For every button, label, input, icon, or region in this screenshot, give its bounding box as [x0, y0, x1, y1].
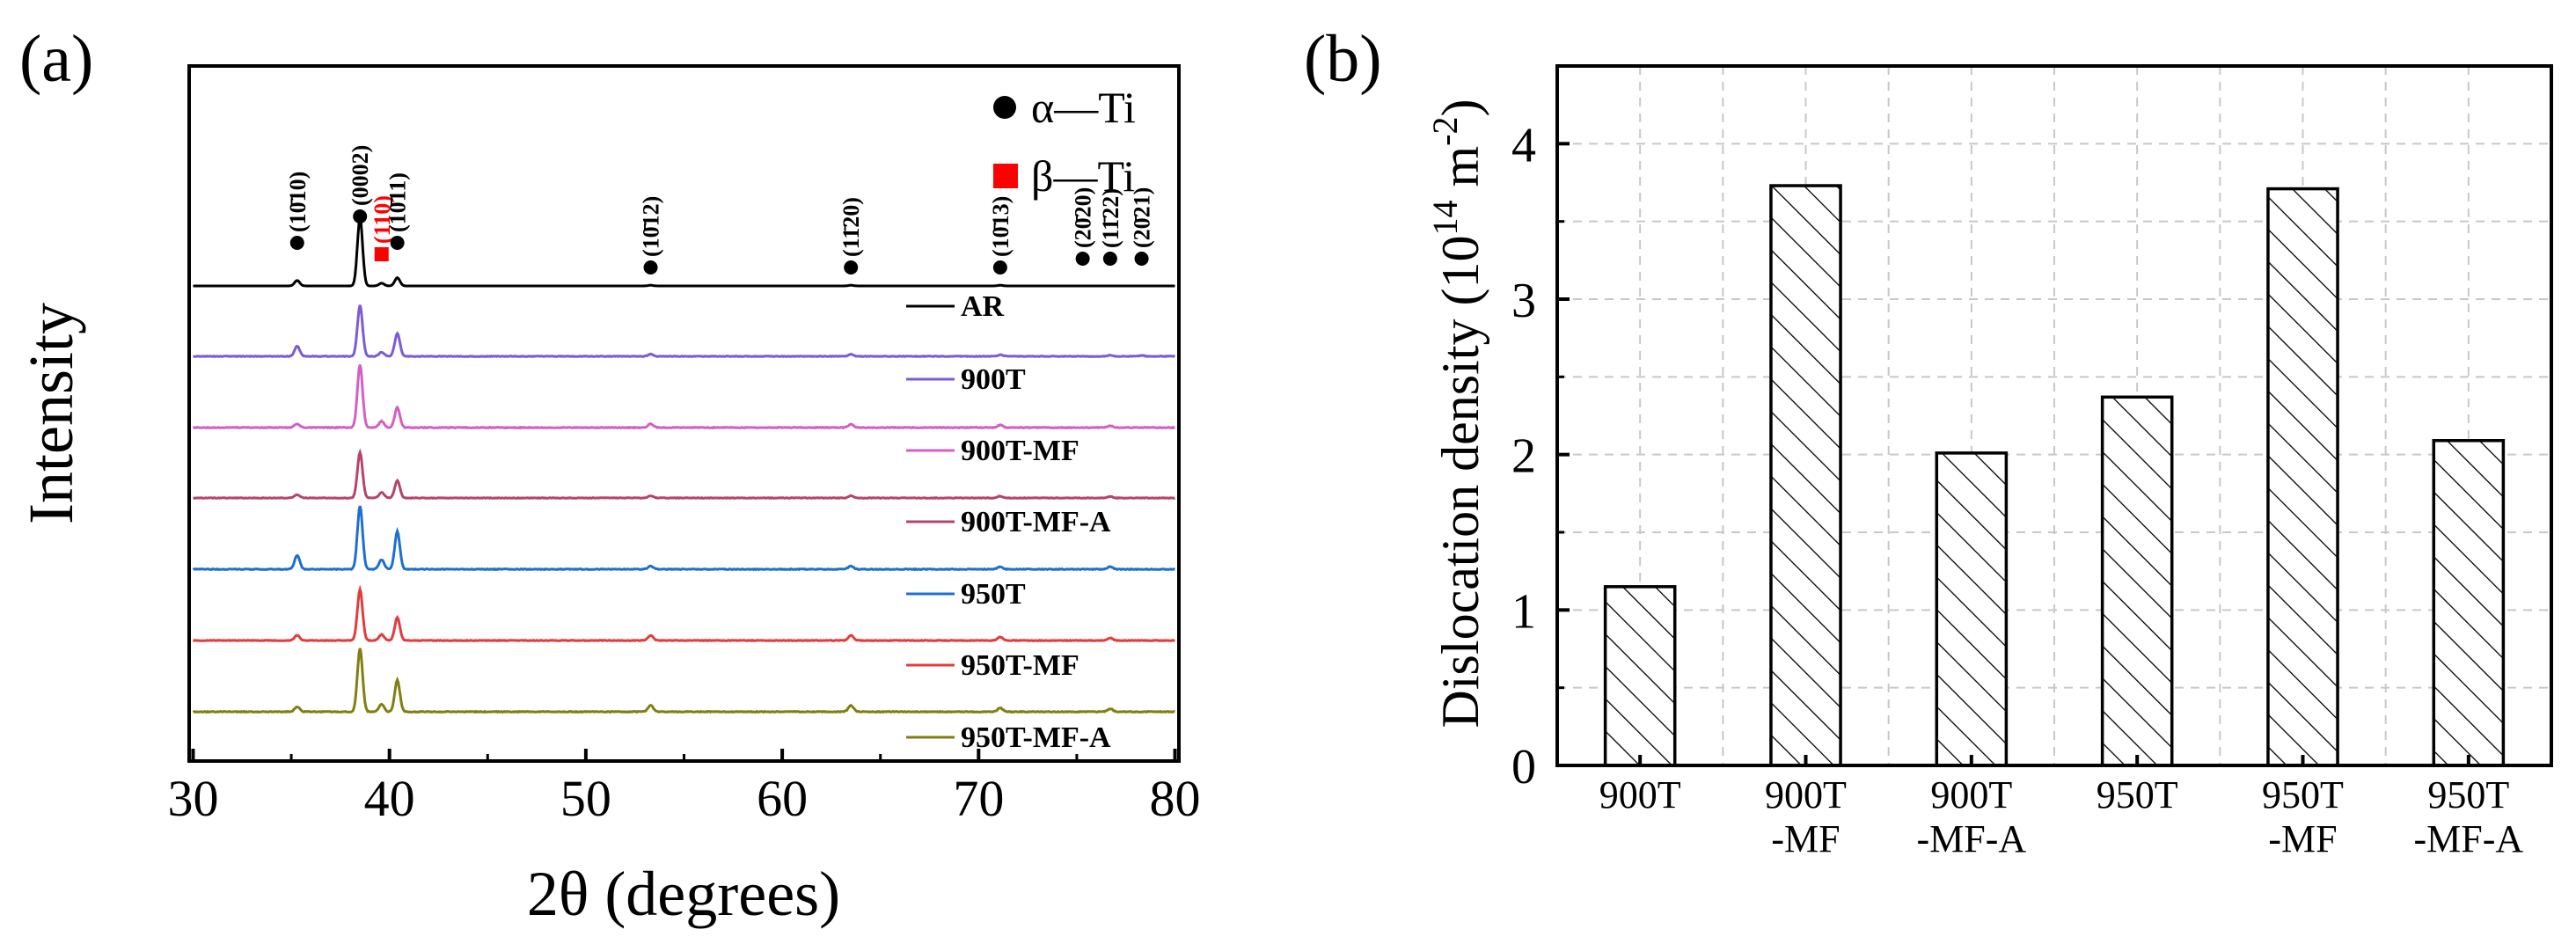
xrd-reflection-markers: (10̄10) (0002)(110)(10̄11) (10̄12) (11̄20) (… — [285, 145, 1155, 275]
xrd-series-900T-MF — [192, 364, 1176, 430]
xrd-chart: 30 40 50 60 70 80 (10̄10) (0002)(110)(10̄11) (1… — [16, 64, 1201, 929]
reflection-label: (110) — [370, 195, 395, 244]
xrd-x-tick-label: 80 — [1150, 770, 1201, 827]
xrd-series-950T-MF-A — [192, 648, 1175, 714]
bar-x-tick-label: 950T — [2427, 773, 2509, 816]
bar-chart-grid — [1556, 66, 2552, 765]
reflection-label: (11̄22) — [1098, 188, 1123, 248]
xrd-legend-label: 900T-MF-A — [961, 506, 1111, 538]
panel-b-label: (b) — [1304, 22, 1382, 96]
bar-x-tick-label: 900T — [1765, 773, 1847, 816]
bar-950T-MF-A — [2432, 439, 2506, 767]
reflection-label: (10̄11) — [385, 172, 411, 232]
xrd-legend-label: 950T-MF — [961, 649, 1079, 682]
xrd-x-tick-label: 70 — [953, 770, 1004, 827]
xrd-y-axis-label: Intensity — [16, 303, 86, 524]
alpha-ti-marker — [390, 236, 405, 250]
xrd-series-group — [192, 216, 1176, 714]
bar-y-label-main: Dislocation density (10 — [1431, 236, 1489, 728]
bar-x-tick-label: 900T — [1599, 773, 1681, 816]
alpha-ti-marker — [992, 260, 1007, 275]
reflection-label: (10̄10) — [285, 172, 311, 232]
bar-y-axis-ticks: 0 1 2 3 4 — [1511, 118, 1570, 794]
alpha-ti-marker — [1075, 252, 1090, 266]
xrd-x-axis-ticks: 30 40 50 60 70 80 — [167, 749, 1201, 827]
bar-x-tick-label: 900T — [1930, 773, 2012, 816]
xrd-series-legend: AR 900T 900T-MF 900T-MF-A 950T 950T-MF 950T-MF… — [906, 290, 1111, 754]
phase-legend-square — [993, 164, 1018, 188]
bar-y-label-mid: m — [1431, 146, 1489, 201]
alpha-ti-marker — [1134, 252, 1149, 266]
xrd-series-900T-MF-A — [193, 448, 1175, 501]
alpha-ti-marker — [643, 260, 658, 275]
bar-y-label-sup1: 14 — [1425, 201, 1465, 236]
reflection-label: (10̄13) — [988, 196, 1014, 257]
bar-x-tick-label: -MF-A — [1916, 817, 2026, 860]
reflection-label: (11̄20) — [838, 197, 864, 257]
reflection-label: (20̄20) — [1071, 187, 1096, 248]
reflection-label: (10̄12) — [639, 196, 664, 257]
bar-900T-MF — [1769, 184, 1842, 767]
alpha-ti-marker — [353, 209, 368, 223]
xrd-series-900T — [193, 304, 1176, 359]
xrd-series-950T — [192, 505, 1175, 572]
xrd-legend-label: 950T-MF-A — [961, 721, 1111, 754]
bar-950T — [2100, 395, 2174, 767]
phase-legend-label: α—Ti — [1031, 83, 1136, 132]
xrd-x-tick-label: 30 — [167, 770, 218, 827]
alpha-ti-marker — [1102, 252, 1117, 266]
xrd-series-950T-MF — [193, 584, 1175, 643]
bar-x-tick-label: 950T — [2097, 773, 2178, 816]
bar-950T-MF — [2266, 187, 2339, 767]
xrd-legend-label: 950T — [961, 578, 1026, 611]
phase-legend-circle — [993, 96, 1016, 119]
alpha-ti-marker — [289, 236, 304, 250]
bar-y-tick-label: 0 — [1511, 740, 1536, 794]
bar-y-label-end: ) — [1431, 99, 1489, 117]
xrd-legend-label: AR — [961, 290, 1005, 323]
bar-y-label-sup2: -2 — [1425, 117, 1465, 146]
reflection-label: (0002) — [348, 145, 373, 206]
bar-900T — [1603, 585, 1677, 767]
bar-x-tick-label: 950T — [2262, 773, 2344, 816]
reflection-label: (20̄21) — [1130, 187, 1155, 248]
beta-ti-marker — [374, 247, 389, 261]
xrd-x-tick-label: 60 — [757, 770, 808, 827]
bar-y-tick-label: 1 — [1511, 584, 1536, 639]
bar-y-tick-label: 4 — [1511, 118, 1536, 172]
panel-a-label: (a) — [19, 22, 93, 96]
xrd-legend-label: 900T — [961, 363, 1026, 396]
bar-chart-bars — [1603, 184, 2506, 767]
phase-legend: α—Ti β—Ti — [993, 83, 1136, 201]
xrd-x-tick-label: 50 — [560, 770, 611, 827]
phase-legend-label: β—Ti — [1031, 151, 1135, 201]
bar-plot-frame — [1555, 64, 2553, 767]
bar-x-tick-label: -MF — [2268, 817, 2337, 860]
bar-x-tick-label: -MF-A — [2413, 817, 2523, 860]
bar-y-tick-label: 2 — [1511, 429, 1536, 484]
xrd-legend-label: 900T-MF — [961, 435, 1079, 467]
bar-y-tick-label: 3 — [1511, 274, 1536, 328]
xrd-x-tick-label: 40 — [364, 770, 415, 827]
xrd-x-axis-label: 2θ (degrees) — [527, 859, 840, 929]
bar-900T-MF-A — [1935, 451, 2009, 767]
xrd-series-AR — [193, 216, 1175, 288]
bar-y-axis-label: Dislocation density (1014 m-2) — [1425, 99, 1489, 728]
bar-x-tick-label: -MF — [1771, 817, 1840, 860]
alpha-ti-marker — [844, 260, 859, 275]
